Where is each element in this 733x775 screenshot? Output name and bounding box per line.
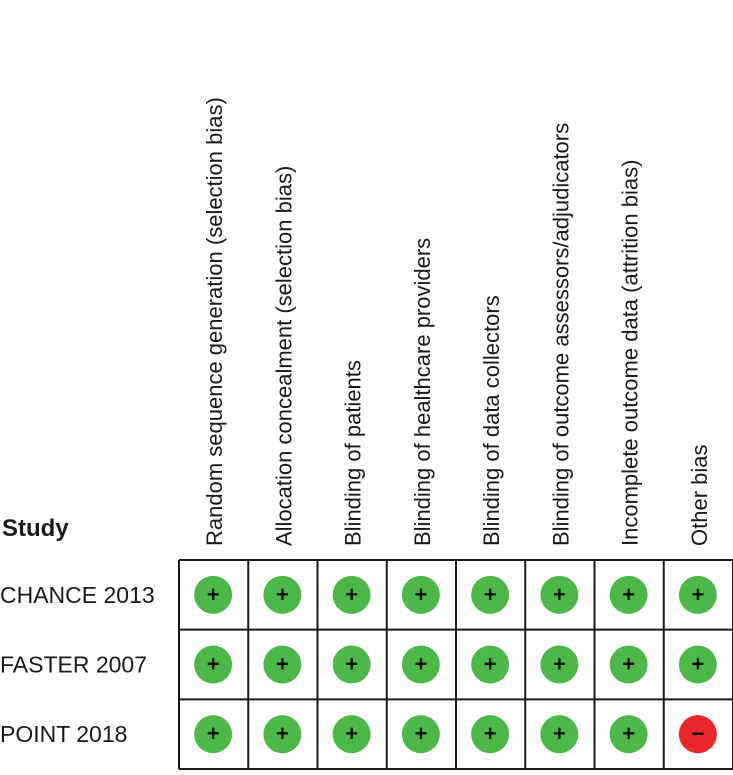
judgement-circle [678, 715, 717, 754]
judgement-circle [609, 715, 648, 754]
judgement-symbol: + [207, 582, 220, 607]
judgement-circle [471, 575, 510, 614]
low-risk-mark: + [401, 575, 440, 614]
low-risk-mark: + [263, 645, 302, 684]
judgement-symbol: + [484, 721, 497, 746]
study-label: CHANCE 2013 [0, 582, 155, 608]
low-risk-mark: + [471, 575, 510, 614]
judgement-circle [401, 645, 440, 684]
domain-label: Allocation concealment (selection bias) [271, 166, 296, 546]
domain-label: Blinding of healthcare providers [410, 238, 435, 546]
judgement-symbol: + [276, 721, 289, 746]
judgement-symbol: + [207, 652, 220, 677]
judgement-symbol: + [276, 582, 289, 607]
judgement-symbol: + [345, 582, 358, 607]
judgement-symbol: + [691, 582, 704, 607]
judgement-symbol: + [622, 582, 635, 607]
low-risk-mark: + [609, 715, 648, 754]
domain-label: Blinding of outcome assessors/adjudicato… [548, 123, 573, 546]
judgement-circle [540, 715, 579, 754]
judgement-circle [332, 715, 371, 754]
judgement-symbol: + [414, 582, 427, 607]
judgement-circle [401, 575, 440, 614]
judgement-symbol: + [414, 721, 427, 746]
low-risk-mark: + [401, 715, 440, 754]
low-risk-mark: + [609, 575, 648, 614]
judgement-symbol: + [414, 652, 427, 677]
study-label: POINT 2018 [0, 721, 127, 747]
domain-label: Random sequence generation (selection bi… [202, 97, 227, 546]
judgement-circle [263, 575, 302, 614]
domain-label: Other bias [687, 445, 712, 547]
domain-label: Blinding of data collectors [479, 295, 504, 546]
judgement-circle [471, 645, 510, 684]
judgement-circle [263, 715, 302, 754]
domain-label: Blinding of patients [341, 360, 366, 546]
domain-label: Incomplete outcome data (attrition bias) [618, 160, 643, 546]
judgement-symbol: + [345, 652, 358, 677]
low-risk-mark: + [332, 575, 371, 614]
judgement-circle [678, 645, 717, 684]
judgement-circle [401, 715, 440, 754]
judgement-symbol: + [622, 652, 635, 677]
low-risk-mark: + [678, 645, 717, 684]
judgement-circle [609, 645, 648, 684]
judgement-circle [194, 575, 233, 614]
low-risk-mark: + [540, 715, 579, 754]
low-risk-mark: + [401, 645, 440, 684]
judgement-circle [194, 645, 233, 684]
low-risk-mark: + [678, 575, 717, 614]
judgement-circle [194, 715, 233, 754]
judgement-symbol: + [553, 582, 566, 607]
judgement-symbol: + [276, 652, 289, 677]
high-risk-mark: − [678, 715, 717, 754]
judgement-circle [540, 575, 579, 614]
judgement-symbol: + [553, 652, 566, 677]
low-risk-mark: + [609, 645, 648, 684]
judgement-circle [332, 645, 371, 684]
low-risk-mark: + [540, 575, 579, 614]
judgement-circle [540, 645, 579, 684]
judgement-circle [678, 575, 717, 614]
judgement-symbol: + [691, 652, 704, 677]
judgement-circle [609, 575, 648, 614]
judgement-symbol: + [345, 721, 358, 746]
low-risk-mark: + [194, 715, 233, 754]
low-risk-mark: + [194, 575, 233, 614]
judgement-symbol: − [691, 721, 704, 746]
judgement-symbol: + [207, 721, 220, 746]
judgement-circle [263, 645, 302, 684]
judgement-symbol: + [553, 721, 566, 746]
judgement-circle [332, 575, 371, 614]
judgement-symbol: + [622, 721, 635, 746]
low-risk-mark: + [194, 645, 233, 684]
judgement-circle [471, 715, 510, 754]
study-label: FASTER 2007 [0, 652, 147, 678]
low-risk-mark: + [332, 645, 371, 684]
judgement-symbol: + [484, 652, 497, 677]
judgement-symbol: + [484, 582, 497, 607]
low-risk-mark: + [263, 715, 302, 754]
row-header: Study [2, 515, 69, 542]
low-risk-mark: + [540, 645, 579, 684]
low-risk-mark: + [471, 715, 510, 754]
low-risk-mark: + [471, 645, 510, 684]
low-risk-mark: + [332, 715, 371, 754]
low-risk-mark: + [263, 575, 302, 614]
